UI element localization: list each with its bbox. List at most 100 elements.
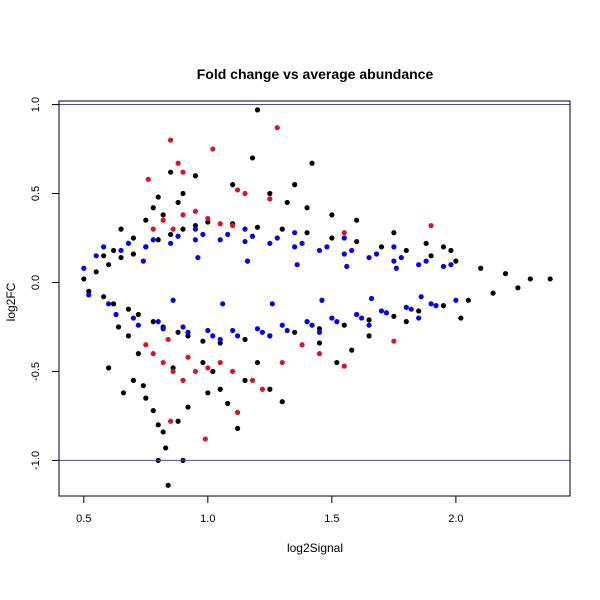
data-point-series-1 — [359, 315, 365, 321]
data-point-series-1 — [279, 322, 285, 328]
data-point-series-2 — [145, 176, 151, 182]
data-point-series-0 — [242, 336, 248, 343]
data-point-series-1 — [143, 244, 149, 250]
data-point-series-0 — [527, 276, 533, 282]
data-point-series-2 — [192, 368, 199, 375]
data-point-series-0 — [279, 226, 285, 232]
data-point-series-1 — [416, 262, 422, 268]
data-point-series-0 — [106, 365, 112, 371]
data-point-series-2 — [230, 222, 236, 229]
data-point-series-1 — [259, 329, 266, 335]
x-axis-label: log2Signal — [287, 541, 343, 555]
data-point-series-2 — [150, 226, 156, 232]
data-point-series-0 — [106, 262, 112, 268]
data-point-series-1 — [334, 319, 340, 325]
y-tick-label: -1.0 — [30, 451, 42, 470]
data-point-series-1 — [217, 336, 223, 343]
data-point-series-2 — [160, 217, 166, 223]
data-point-series-0 — [165, 482, 171, 488]
data-point-series-1 — [192, 226, 199, 232]
data-point-series-1 — [205, 327, 211, 334]
data-point-series-1 — [185, 329, 191, 335]
data-point-series-1 — [398, 254, 404, 261]
data-point-series-0 — [168, 231, 174, 238]
data-point-series-0 — [160, 212, 166, 218]
data-point-series-0 — [130, 251, 137, 257]
data-point-series-1 — [81, 265, 87, 271]
data-point-series-0 — [135, 311, 141, 318]
data-point-series-1 — [341, 251, 347, 257]
data-point-series-1 — [210, 333, 216, 339]
data-point-series-0 — [175, 329, 181, 335]
data-point-series-2 — [192, 208, 199, 214]
data-point-series-1 — [217, 237, 223, 243]
data-point-series-1 — [254, 326, 261, 332]
data-point-series-1 — [294, 262, 300, 268]
data-point-series-0 — [200, 338, 206, 344]
data-point-series-1 — [101, 244, 107, 250]
data-point-series-1 — [284, 327, 290, 334]
data-point-series-0 — [150, 205, 156, 211]
data-point-series-2 — [180, 169, 186, 175]
x-tick-label: 1.5 — [324, 513, 339, 525]
data-point-series-2 — [428, 222, 434, 229]
data-point-series-2 — [143, 342, 149, 348]
y-tick-label: 0.5 — [30, 186, 42, 201]
data-point-series-0 — [391, 230, 397, 236]
data-point-series-0 — [292, 182, 298, 188]
data-point-series-0 — [160, 429, 166, 435]
data-point-series-1 — [292, 230, 298, 236]
plot-frame — [58, 100, 571, 497]
data-point-series-2 — [175, 160, 181, 166]
data-point-series-0 — [130, 377, 137, 383]
data-point-series-2 — [235, 409, 241, 415]
data-point-series-0 — [354, 238, 360, 245]
data-point-series-0 — [200, 359, 206, 366]
data-point-series-1 — [235, 333, 241, 339]
data-point-series-1 — [118, 247, 124, 254]
data-point-series-2 — [259, 386, 266, 392]
data-point-series-0 — [118, 226, 124, 232]
data-point-series-0 — [143, 217, 149, 223]
data-point-series-0 — [118, 254, 124, 261]
data-point-series-2 — [299, 342, 305, 348]
data-point-series-1 — [316, 247, 323, 254]
data-point-series-0 — [304, 205, 310, 211]
data-point-series-2 — [170, 226, 176, 232]
data-point-series-0 — [403, 319, 409, 325]
data-point-series-0 — [110, 301, 117, 307]
data-point-series-0 — [502, 270, 509, 277]
data-point-series-0 — [150, 319, 156, 325]
data-point-series-1 — [150, 237, 156, 243]
plot-area — [59, 104, 570, 488]
data-point-series-0 — [86, 288, 92, 294]
data-point-series-0 — [267, 190, 273, 197]
data-point-series-1 — [391, 244, 397, 250]
data-point-series-0 — [391, 313, 397, 319]
y-axis-label: log2FC — [4, 282, 18, 321]
data-point-series-1 — [195, 254, 201, 261]
data-point-series-1 — [341, 235, 347, 241]
data-point-series-0 — [125, 306, 132, 312]
data-point-series-2 — [391, 338, 397, 344]
data-point-series-1 — [130, 315, 137, 321]
data-point-series-1 — [160, 326, 166, 332]
data-point-series-1 — [423, 258, 429, 264]
data-point-series-1 — [168, 240, 174, 246]
data-point-series-0 — [349, 347, 355, 353]
data-point-series-0 — [163, 445, 169, 451]
data-point-series-0 — [254, 224, 261, 230]
data-point-series-0 — [101, 253, 107, 259]
data-point-series-1 — [373, 251, 380, 257]
data-point-series-0 — [547, 276, 553, 282]
data-point-series-0 — [279, 399, 285, 405]
data-point-series-1 — [269, 301, 275, 307]
data-point-series-2 — [168, 137, 174, 143]
data-point-series-1 — [453, 297, 459, 303]
data-point-series-0 — [478, 265, 484, 271]
data-point-series-0 — [334, 359, 340, 366]
data-point-series-2 — [217, 359, 223, 366]
data-point-series-0 — [267, 386, 273, 392]
data-point-series-0 — [168, 169, 174, 175]
